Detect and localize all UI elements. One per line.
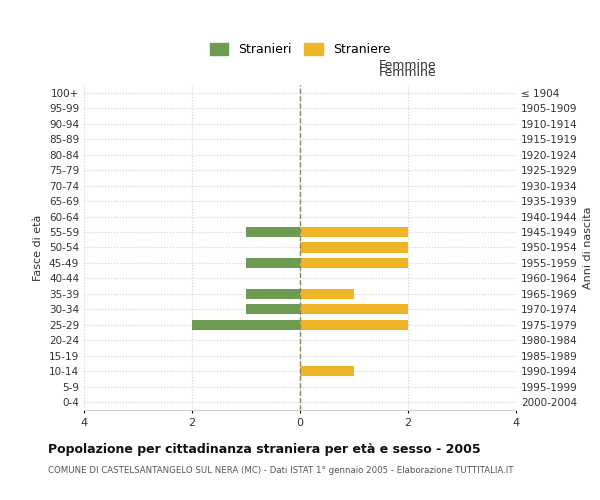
Text: Femmine: Femmine: [379, 59, 437, 72]
Bar: [300, 258, 408, 268]
Bar: [300, 320, 408, 330]
Bar: [192, 320, 300, 330]
Bar: [246, 304, 300, 314]
Bar: [300, 242, 408, 252]
Text: Femmine: Femmine: [379, 66, 437, 78]
Bar: [300, 289, 354, 299]
Bar: [246, 258, 300, 268]
Bar: [300, 227, 408, 237]
Bar: [300, 366, 354, 376]
Bar: [246, 227, 300, 237]
Text: Popolazione per cittadinanza straniera per età e sesso - 2005: Popolazione per cittadinanza straniera p…: [48, 442, 481, 456]
Bar: [246, 289, 300, 299]
Y-axis label: Anni di nascita: Anni di nascita: [583, 206, 593, 288]
Bar: [300, 304, 408, 314]
Legend: Stranieri, Straniere: Stranieri, Straniere: [209, 42, 391, 56]
Text: COMUNE DI CASTELSANTANGELO SUL NERA (MC) - Dati ISTAT 1° gennaio 2005 - Elaboraz: COMUNE DI CASTELSANTANGELO SUL NERA (MC)…: [48, 466, 514, 475]
Y-axis label: Fasce di età: Fasce di età: [34, 214, 43, 280]
